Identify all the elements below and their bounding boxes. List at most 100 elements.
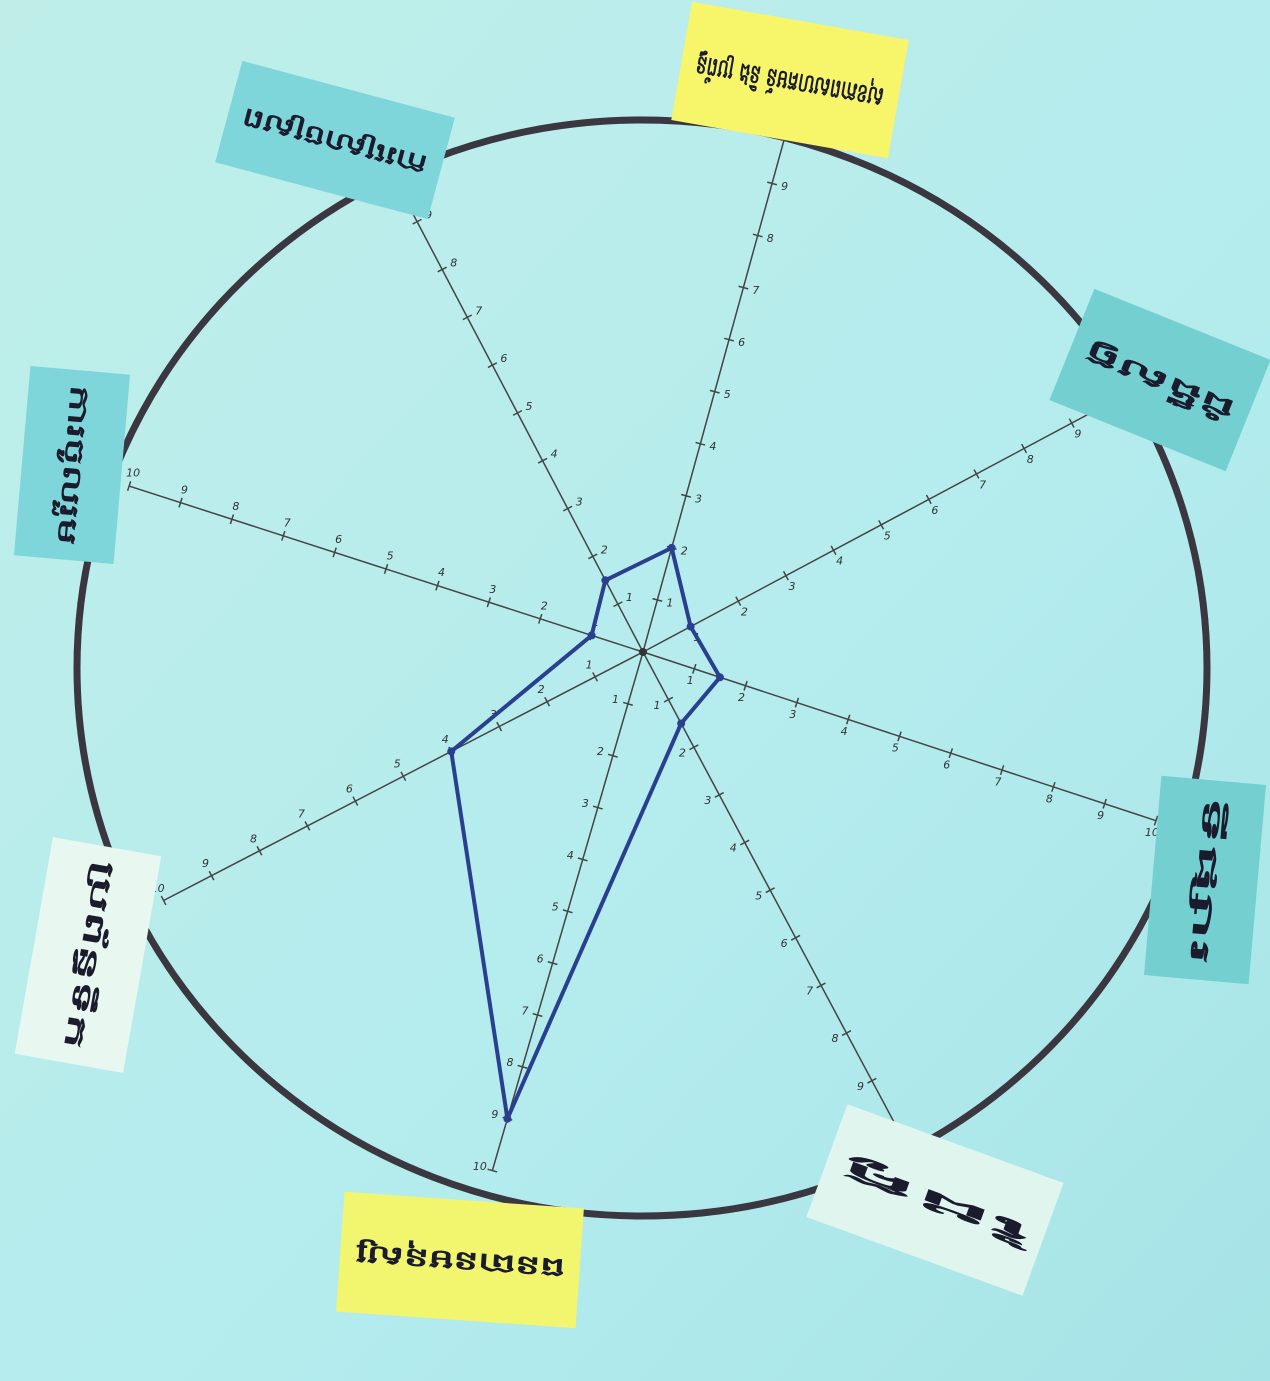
tick-label: 8 — [506, 1056, 513, 1069]
tick-mark — [588, 553, 598, 560]
outer-circle — [73, 116, 1211, 1220]
tick-label: 2 — [541, 599, 548, 612]
tick-label: 6 — [500, 352, 507, 365]
note-paper — [14, 837, 162, 1073]
tick-mark — [841, 1030, 852, 1037]
tick-label: 1 — [626, 591, 633, 604]
tick-mark — [178, 497, 183, 508]
tick-label: 7 — [806, 985, 813, 998]
tick-mark — [352, 796, 359, 806]
tick-mark — [160, 895, 167, 906]
tick-mark — [256, 846, 263, 856]
tick-mark — [867, 1077, 877, 1084]
tick-label: 8 — [450, 256, 457, 269]
tick-label: 7 — [475, 304, 482, 317]
value-point — [686, 622, 695, 631]
tick-label: 2 — [681, 544, 688, 557]
tick-mark — [765, 887, 775, 894]
tick-mark — [1102, 798, 1107, 809]
tick-label: 7 — [522, 1004, 529, 1017]
value-point — [587, 631, 596, 640]
value-point — [503, 1114, 512, 1123]
tick-label: 4 — [442, 733, 449, 746]
tick-mark — [487, 362, 498, 369]
note-paper — [1143, 775, 1267, 985]
tick-mark — [735, 596, 742, 606]
tick-mark — [412, 218, 422, 225]
tick-mark — [752, 233, 763, 238]
tick-mark — [622, 701, 633, 706]
tick-label: 4 — [551, 448, 558, 461]
tick-mark — [1153, 815, 1159, 826]
value-point — [677, 719, 686, 728]
tick-label: 3 — [489, 583, 496, 596]
tick-mark — [517, 1064, 528, 1069]
tick-mark — [496, 721, 503, 732]
tick-mark — [1068, 418, 1075, 428]
tick-label: 2 — [597, 745, 604, 758]
tick-mark — [794, 697, 800, 708]
tick-mark — [281, 530, 286, 541]
tick-label: 9 — [181, 483, 188, 496]
tick-label: 1 — [612, 693, 619, 706]
tick-mark — [724, 337, 735, 342]
tick-mark — [462, 314, 473, 321]
note-paper — [1049, 288, 1270, 472]
tick-mark — [830, 545, 837, 556]
tick-label: 8 — [767, 232, 774, 245]
tick-label: 4 — [841, 725, 848, 738]
tick-label: 7 — [752, 284, 759, 297]
note-paper — [215, 60, 455, 220]
tick-mark — [738, 285, 749, 290]
tick-label: 10 — [473, 1160, 487, 1173]
tick-mark — [878, 520, 885, 530]
tick-label: 10 — [1145, 826, 1159, 839]
tick-mark — [652, 597, 663, 602]
tick-mark — [544, 696, 551, 707]
tick-mark — [999, 765, 1005, 776]
tick-mark — [383, 564, 389, 575]
tick-mark — [695, 441, 706, 446]
tick-label: 4 — [836, 555, 843, 568]
tick-mark — [714, 791, 725, 798]
tick-mark — [577, 857, 588, 862]
tick-label: 8 — [250, 832, 257, 845]
tick-label: 6 — [931, 504, 938, 517]
tick-label: 6 — [738, 336, 745, 349]
tick-mark — [532, 1012, 543, 1018]
tick-label: 3 — [704, 794, 711, 807]
tick-label: 6 — [335, 533, 342, 546]
tick-label: 1 — [586, 658, 593, 671]
tick-mark — [437, 266, 447, 273]
tick-label: 9 — [491, 1108, 498, 1121]
tick-label: 6 — [537, 953, 544, 966]
sticky-note: ប្រព័ន្ធទឹក — [14, 837, 162, 1073]
tick-label: 3 — [789, 708, 796, 721]
note-paper — [13, 366, 131, 564]
tick-label: 7 — [979, 478, 986, 491]
tick-label: 4 — [709, 440, 716, 453]
tick-mark — [948, 748, 954, 759]
tick-mark — [1051, 781, 1056, 792]
tick-label: 5 — [724, 388, 731, 401]
tick-mark — [332, 547, 337, 558]
tick-mark — [692, 663, 697, 674]
sticky-note: ដៃគូ — [806, 1104, 1064, 1296]
tick-mark — [512, 409, 523, 416]
tick-label: 4 — [438, 566, 445, 579]
tick-label: 8 — [1027, 453, 1034, 466]
tick-label: 9 — [781, 180, 788, 193]
tick-mark — [400, 771, 407, 782]
tick-mark — [743, 680, 748, 691]
tick-label: 8 — [832, 1032, 839, 1045]
tick-label: 3 — [582, 797, 589, 810]
tick-mark — [537, 613, 543, 624]
tick-mark — [592, 672, 599, 682]
tick-label: 6 — [781, 937, 788, 950]
value-point — [447, 747, 456, 756]
sticky-note: ការចូលរួម — [13, 366, 131, 564]
tick-label: 5 — [884, 529, 891, 542]
tick-label: 5 — [892, 742, 899, 755]
tick-mark — [562, 909, 573, 914]
sticky-note: ជំងឺសត្វ — [1049, 288, 1270, 472]
